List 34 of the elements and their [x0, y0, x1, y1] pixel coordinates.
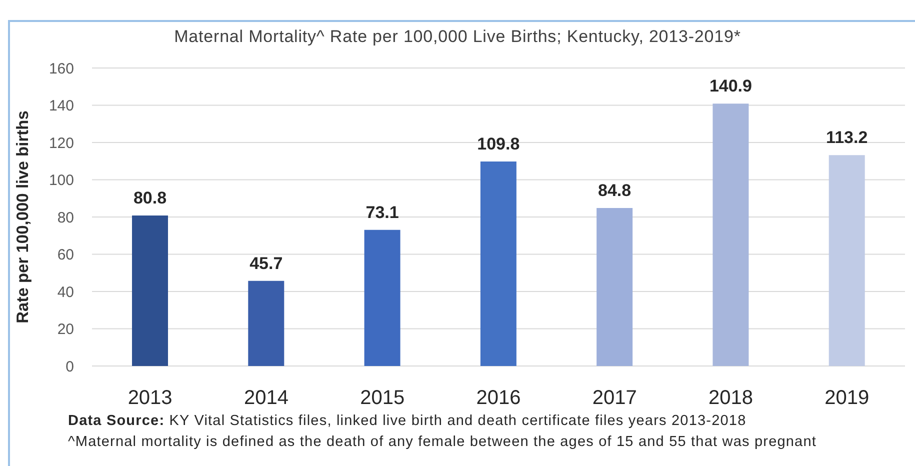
y-tick-label: 120	[48, 134, 74, 152]
y-tick-label: 80	[57, 209, 74, 226]
x-tick-label: 2017	[592, 387, 637, 410]
x-tick-label: 2019	[824, 387, 870, 410]
x-tick-label: 2016	[476, 387, 521, 410]
x-tick-label: 2015	[360, 387, 405, 410]
data-label: 45.7	[250, 254, 283, 273]
data-label: 140.9	[709, 76, 752, 96]
y-tick-label: 40	[57, 284, 74, 301]
x-tick-label: 2018	[708, 387, 754, 410]
bar	[248, 280, 284, 366]
bar	[132, 216, 168, 366]
data-label: 113.2	[826, 128, 868, 148]
x-tick-label: 2013	[128, 387, 172, 410]
data-label: 73.1	[366, 202, 399, 222]
y-tick-label: 100	[48, 172, 74, 190]
x-tick-label: 2014	[244, 387, 288, 410]
source-note: Data Source: KY Vital Statistics files, linked live birth and death certificate files years 2013-2018	[68, 413, 746, 430]
y-tick-label: 20	[57, 321, 74, 338]
bar	[596, 208, 633, 366]
text: ^Maternal mortality is defined as the death of any female between the ages of 15 and 55 that was pregnant	[68, 434, 817, 451]
y-tick-label: 0	[66, 358, 74, 376]
data-label: 84.8	[598, 181, 632, 200]
y-tick-label: 60	[57, 246, 74, 264]
data-label: 109.8	[477, 134, 520, 154]
y-axis-title: Rate per 100,000 live births	[14, 110, 32, 324]
bar	[712, 104, 749, 366]
y-tick-label: 140	[48, 98, 74, 115]
y-tick-label: 160	[48, 60, 74, 78]
bar	[364, 230, 400, 366]
bar	[480, 162, 516, 366]
data-label: 80.8	[133, 188, 167, 208]
chart-title: Maternal Mortality^ Rate per 100,000 Live Births; Kentucky, 2013-2019*	[173, 27, 742, 47]
bar	[828, 155, 865, 366]
